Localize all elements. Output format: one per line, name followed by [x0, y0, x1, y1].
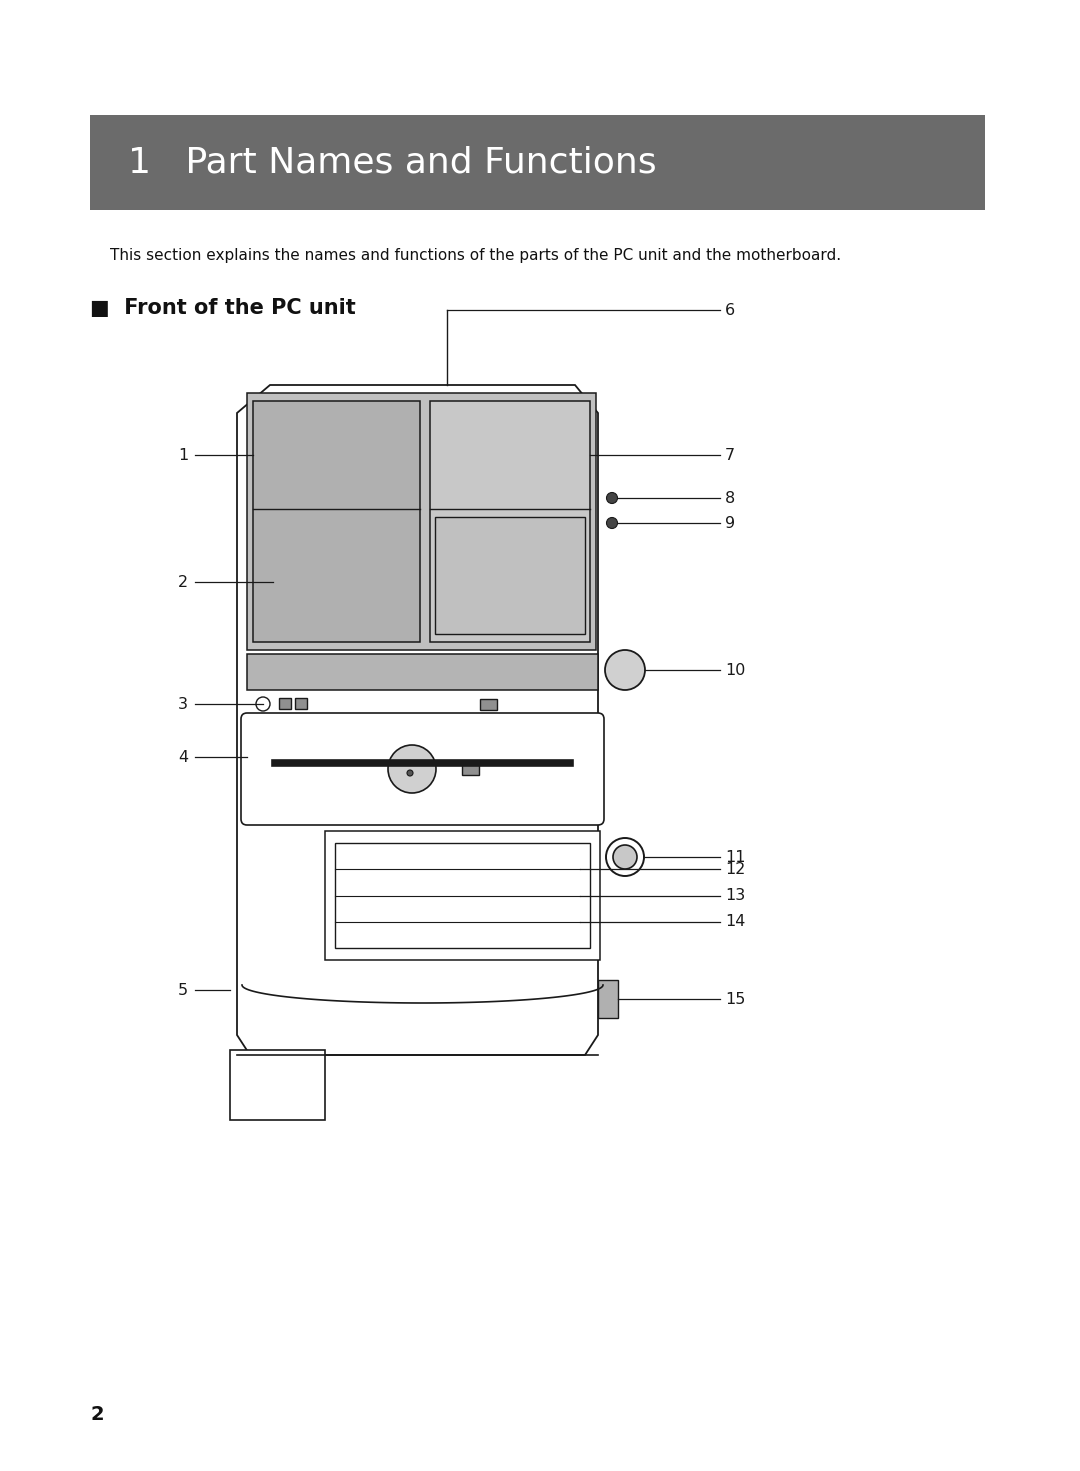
Bar [247, 655, 598, 690]
Circle shape [605, 650, 645, 690]
Bar [279, 699, 291, 709]
Text: 6: 6 [725, 303, 735, 318]
Bar [247, 393, 596, 650]
Text: 12: 12 [725, 862, 745, 877]
Bar [462, 761, 480, 775]
Text: 2: 2 [90, 1405, 104, 1424]
Circle shape [606, 838, 644, 877]
FancyBboxPatch shape [241, 713, 604, 825]
Text: 3: 3 [178, 696, 188, 712]
Text: 4: 4 [178, 750, 188, 765]
Text: 8: 8 [725, 490, 735, 506]
Bar [230, 1050, 325, 1119]
Text: 11: 11 [725, 849, 745, 865]
Bar [598, 980, 618, 1018]
Circle shape [256, 697, 270, 710]
Circle shape [388, 744, 436, 793]
Bar [435, 518, 585, 634]
Text: This section explains the names and functions of the parts of the PC unit and th: This section explains the names and func… [110, 247, 841, 262]
Text: 2: 2 [178, 575, 188, 590]
Text: 5: 5 [178, 983, 188, 997]
Text: 7: 7 [725, 447, 735, 463]
Bar [430, 402, 590, 641]
Circle shape [607, 493, 618, 503]
Bar [253, 402, 420, 641]
Polygon shape [237, 385, 598, 1055]
Circle shape [607, 518, 618, 528]
Text: ■  Front of the PC unit: ■ Front of the PC unit [90, 299, 355, 318]
Text: 10: 10 [725, 662, 745, 678]
Bar [325, 831, 600, 961]
Text: 1: 1 [178, 447, 188, 463]
Text: 14: 14 [725, 915, 745, 930]
Text: 9: 9 [725, 515, 735, 531]
Circle shape [613, 844, 637, 869]
Bar [295, 699, 307, 709]
Circle shape [407, 769, 413, 777]
Text: 1   Part Names and Functions: 1 Part Names and Functions [129, 146, 657, 179]
Bar [480, 699, 497, 710]
Text: 15: 15 [725, 991, 745, 1006]
Bar [90, 115, 985, 210]
Bar [335, 843, 590, 947]
Text: 13: 13 [725, 888, 745, 903]
